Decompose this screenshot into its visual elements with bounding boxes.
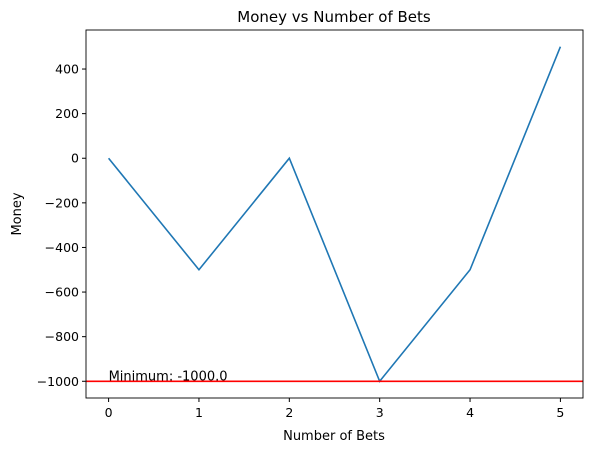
x-tick-label: 4: [466, 405, 474, 420]
y-tick-label: 400: [55, 62, 79, 77]
x-tick-label: 2: [285, 405, 293, 420]
x-axis-label: Number of Bets: [283, 429, 385, 444]
y-axis-label: Money: [10, 192, 25, 235]
y-tick-label: −800: [45, 329, 79, 344]
x-tick-label: 1: [195, 405, 203, 420]
y-tick-label: −1000: [37, 374, 79, 389]
x-tick-label: 0: [105, 405, 113, 420]
y-tick-label: −200: [45, 195, 79, 210]
line: [107, 46, 562, 383]
y-tick-label: 0: [71, 151, 79, 166]
chart-title: Money vs Number of Bets: [237, 8, 431, 26]
y-tick-label: 200: [55, 106, 79, 121]
y-tick-label: −400: [45, 240, 79, 255]
plot-frame: [85, 29, 584, 399]
y-tick-label: −600: [45, 285, 79, 300]
x-tick-label: 3: [376, 405, 384, 420]
annotation: Minimum: -1000.0: [109, 369, 228, 384]
x-tick-label: 5: [556, 405, 564, 420]
